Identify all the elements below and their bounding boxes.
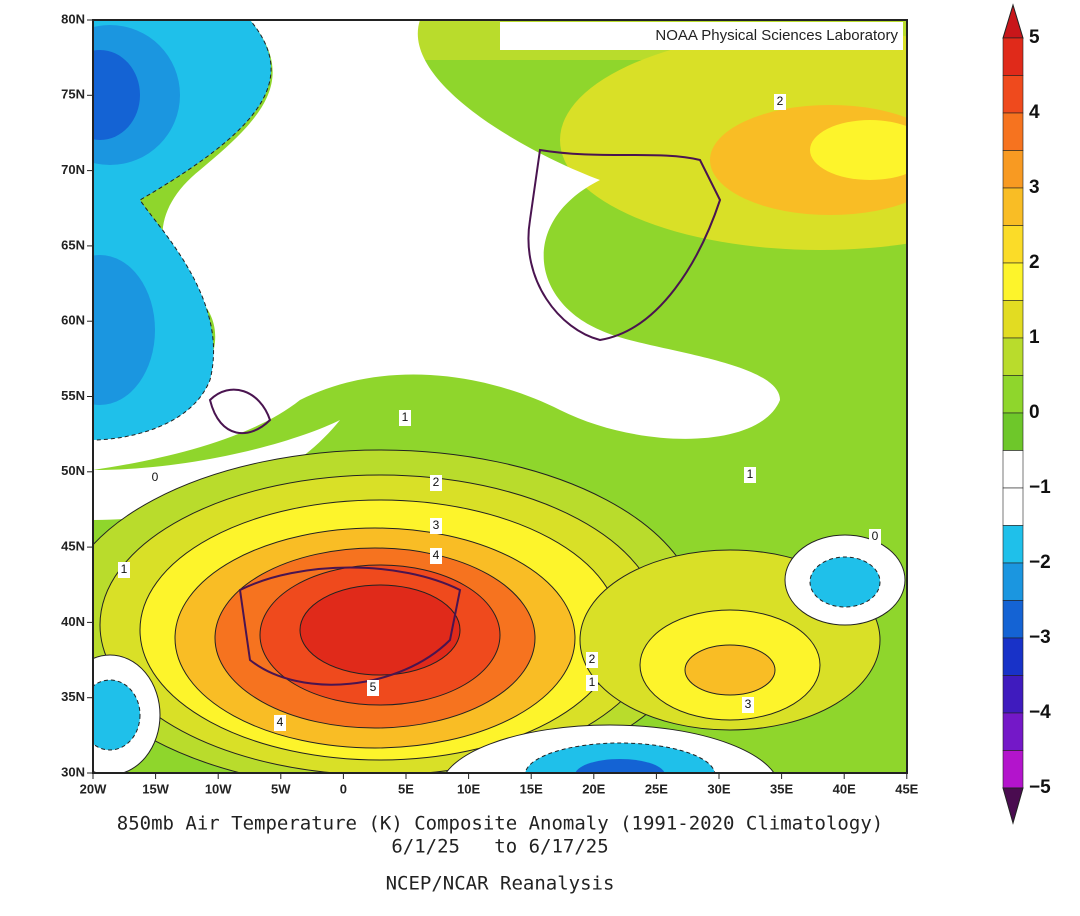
colorbar-block <box>1002 525 1024 564</box>
lon-label: 15E <box>520 781 543 796</box>
contour-label-bg <box>118 562 130 578</box>
colorbar-label: −5 <box>1029 777 1051 798</box>
colorbar-label: −4 <box>1029 702 1051 723</box>
caption-title: 850mb Air Temperature (K) Composite Anom… <box>117 813 883 835</box>
contour-label: 1 <box>402 410 409 424</box>
colorbar-block <box>1002 562 1024 601</box>
colorbar-block <box>1002 337 1024 376</box>
colorbar-label: 0 <box>1029 402 1040 423</box>
contour-label: 1 <box>589 675 596 689</box>
colorbar-block <box>1002 712 1024 751</box>
contour-label-bg <box>742 697 754 713</box>
colorbar-block <box>1002 262 1024 301</box>
lon-label: 0 <box>340 781 347 796</box>
lon-label: 5W <box>271 781 291 796</box>
contour-label: 2 <box>589 652 596 666</box>
contour-label: 0 <box>872 529 879 543</box>
lon-label: 20W <box>80 781 107 796</box>
colorbar-block <box>1002 412 1024 451</box>
colorbar-block <box>1002 375 1024 414</box>
lat-label: 65N <box>61 237 85 252</box>
contour-label-bg <box>430 548 442 564</box>
colorbar-block <box>1002 112 1024 151</box>
colorbar-label: 2 <box>1029 252 1040 273</box>
contour-label-bg <box>774 94 786 110</box>
colorbar-block <box>1002 600 1024 639</box>
colorbar-block <box>1002 75 1024 114</box>
lon-label: 10E <box>457 781 480 796</box>
contour-label-bg <box>586 675 598 691</box>
colorbar-block <box>1002 300 1024 339</box>
lon-label: 35E <box>770 781 793 796</box>
colorbar-label: −1 <box>1029 477 1051 498</box>
colorbar-block <box>1002 675 1024 714</box>
contour-label: 2 <box>433 475 440 489</box>
credit-box <box>500 22 903 50</box>
lat-label: 75N <box>61 87 85 102</box>
lat-label: 80N <box>61 11 85 26</box>
contour-label: 1 <box>747 467 754 481</box>
contour-label: 0 <box>152 470 159 484</box>
lat-label: 30N <box>61 764 85 779</box>
contour-label: 3 <box>433 518 440 532</box>
contour-label: 3 <box>745 697 752 711</box>
contour-label-bg <box>430 475 442 491</box>
colorbar-label: 3 <box>1029 177 1040 198</box>
contour-label: 4 <box>433 548 440 562</box>
lon-label: 40E <box>833 781 856 796</box>
colorbar-label: −3 <box>1029 627 1051 648</box>
lat-label: 60N <box>61 313 85 328</box>
colorbar-label: −2 <box>1029 552 1051 573</box>
contour-label-bg <box>367 680 379 696</box>
lat-label: 45N <box>61 539 85 554</box>
lon-label: 10W <box>205 781 232 796</box>
lon-label: 5E <box>398 781 414 796</box>
contour-label: 1 <box>121 562 128 576</box>
contour-label: 2 <box>777 94 784 108</box>
lat-label: 55N <box>61 388 85 403</box>
contour-label-bg <box>149 470 161 486</box>
contour-label-bg <box>744 467 756 483</box>
colorbar-block <box>1002 487 1024 526</box>
colorbar-block <box>1002 750 1024 789</box>
lat-label: 70N <box>61 162 85 177</box>
colorbar-block <box>1002 37 1024 76</box>
colorbar-label: 5 <box>1029 27 1040 48</box>
colorbar-block <box>1002 187 1024 226</box>
map-field <box>93 20 907 773</box>
contour-label: 5 <box>370 680 377 694</box>
lon-label: 25E <box>645 781 668 796</box>
colorbar-label: 4 <box>1029 102 1040 123</box>
colorbar-bottom <box>1002 787 1024 825</box>
caption-source: NCEP/NCAR Reanalysis <box>386 873 615 895</box>
colorbar-block <box>1002 450 1024 489</box>
lat-label: 35N <box>61 689 85 704</box>
colorbar-block <box>1002 637 1024 676</box>
colorbar-block <box>1002 150 1024 189</box>
caption-dates: 6/1/25 to 6/17/25 <box>391 836 608 858</box>
contour-label-bg <box>430 518 442 534</box>
credit: NOAA Physical Sciences Laboratory <box>655 27 898 44</box>
contour-label-bg <box>399 410 411 426</box>
lon-label: 30E <box>707 781 730 796</box>
contour-label-bg <box>586 652 598 668</box>
colorbar-label: 1 <box>1029 327 1040 348</box>
lon-label: 15W <box>142 781 169 796</box>
colorbar-top <box>1002 3 1024 39</box>
lat-label: 40N <box>61 614 85 629</box>
colorbar-block <box>1002 225 1024 264</box>
lon-label: 45E <box>895 781 918 796</box>
contour-label-bg <box>869 529 881 545</box>
lon-label: 20E <box>582 781 605 796</box>
contour-label: 4 <box>277 715 284 729</box>
lat-label: 50N <box>61 463 85 478</box>
contour-label-bg <box>274 715 286 731</box>
